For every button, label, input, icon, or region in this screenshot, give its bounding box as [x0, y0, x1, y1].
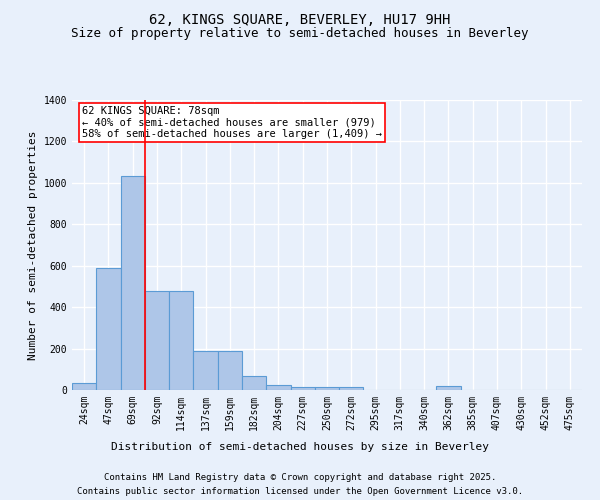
- Text: Size of property relative to semi-detached houses in Beverley: Size of property relative to semi-detach…: [71, 28, 529, 40]
- Bar: [169, 290, 193, 390]
- Text: Distribution of semi-detached houses by size in Beverley: Distribution of semi-detached houses by …: [111, 442, 489, 452]
- Bar: [290, 387, 315, 390]
- Bar: [242, 376, 266, 390]
- Text: 62, KINGS SQUARE, BEVERLEY, HU17 9HH: 62, KINGS SQUARE, BEVERLEY, HU17 9HH: [149, 12, 451, 26]
- Bar: [218, 350, 242, 390]
- Bar: [96, 268, 121, 390]
- Y-axis label: Number of semi-detached properties: Number of semi-detached properties: [28, 130, 38, 360]
- Bar: [266, 386, 290, 390]
- Bar: [339, 387, 364, 390]
- Text: Contains HM Land Registry data © Crown copyright and database right 2025.: Contains HM Land Registry data © Crown c…: [104, 472, 496, 482]
- Text: 62 KINGS SQUARE: 78sqm
← 40% of semi-detached houses are smaller (979)
58% of se: 62 KINGS SQUARE: 78sqm ← 40% of semi-det…: [82, 106, 382, 139]
- Bar: [193, 350, 218, 390]
- Bar: [315, 387, 339, 390]
- Bar: [145, 290, 169, 390]
- Bar: [436, 386, 461, 390]
- Bar: [121, 176, 145, 390]
- Bar: [72, 383, 96, 390]
- Text: Contains public sector information licensed under the Open Government Licence v3: Contains public sector information licen…: [77, 488, 523, 496]
